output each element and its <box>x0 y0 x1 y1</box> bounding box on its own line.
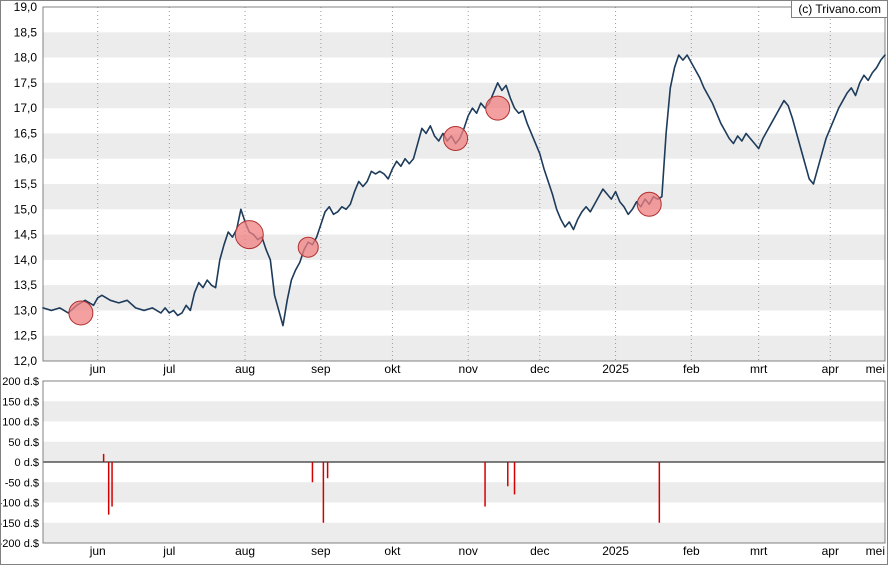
xaxis-tick-label: sep <box>311 544 331 558</box>
xaxis-tick-label: jul <box>162 544 175 558</box>
volume-bar <box>103 454 105 462</box>
volume-ytick-label: 0 d.$ <box>15 457 39 469</box>
chart-container: (c) Trivano.com 12,012,513,013,514,014,5… <box>0 0 888 565</box>
volume-ytick-label: 100 d.$ <box>2 417 39 429</box>
volume-bar <box>514 462 516 494</box>
volume-bar <box>507 462 509 486</box>
volume-bar <box>111 462 113 507</box>
volume-ytick-label: -150 d.$ <box>1 518 39 530</box>
volume-bar <box>312 462 314 482</box>
xaxis-tick-label: 2025 <box>602 544 629 558</box>
volume-ytick-label: 150 d.$ <box>2 396 39 408</box>
xaxis-tick-label: jun <box>89 544 106 558</box>
xaxis-tick-label: okt <box>384 544 401 558</box>
volume-bar <box>327 462 329 478</box>
xaxis-tick-label: dec <box>530 544 549 558</box>
volume-ytick-label: -50 d.$ <box>5 477 39 489</box>
xaxis-tick-label: apr <box>822 544 839 558</box>
xaxis-tick-label: feb <box>683 544 700 558</box>
volume-chart: -200 d.$ -150 d.$ -100 d.$ -50 d.$ 0 d.$ 50 d… <box>1 1 888 566</box>
volume-bar <box>484 462 486 507</box>
volume-bar <box>108 462 110 515</box>
volume-ytick-label: -200 d.$ <box>1 538 39 550</box>
copyright-label: (c) Trivano.com <box>791 1 887 18</box>
volume-ytick-label: -100 d.$ <box>1 498 39 510</box>
volume-ytick-label: 200 d.$ <box>2 376 39 388</box>
volume-bar <box>659 462 661 523</box>
xaxis-tick-label: mei <box>866 544 885 558</box>
volume-bar <box>323 462 325 523</box>
xaxis-tick-label: nov <box>459 544 478 558</box>
xaxis-tick-label: mrt <box>750 544 768 558</box>
volume-ytick-label: 50 d.$ <box>8 437 39 449</box>
xaxis-tick-label: aug <box>235 544 255 558</box>
